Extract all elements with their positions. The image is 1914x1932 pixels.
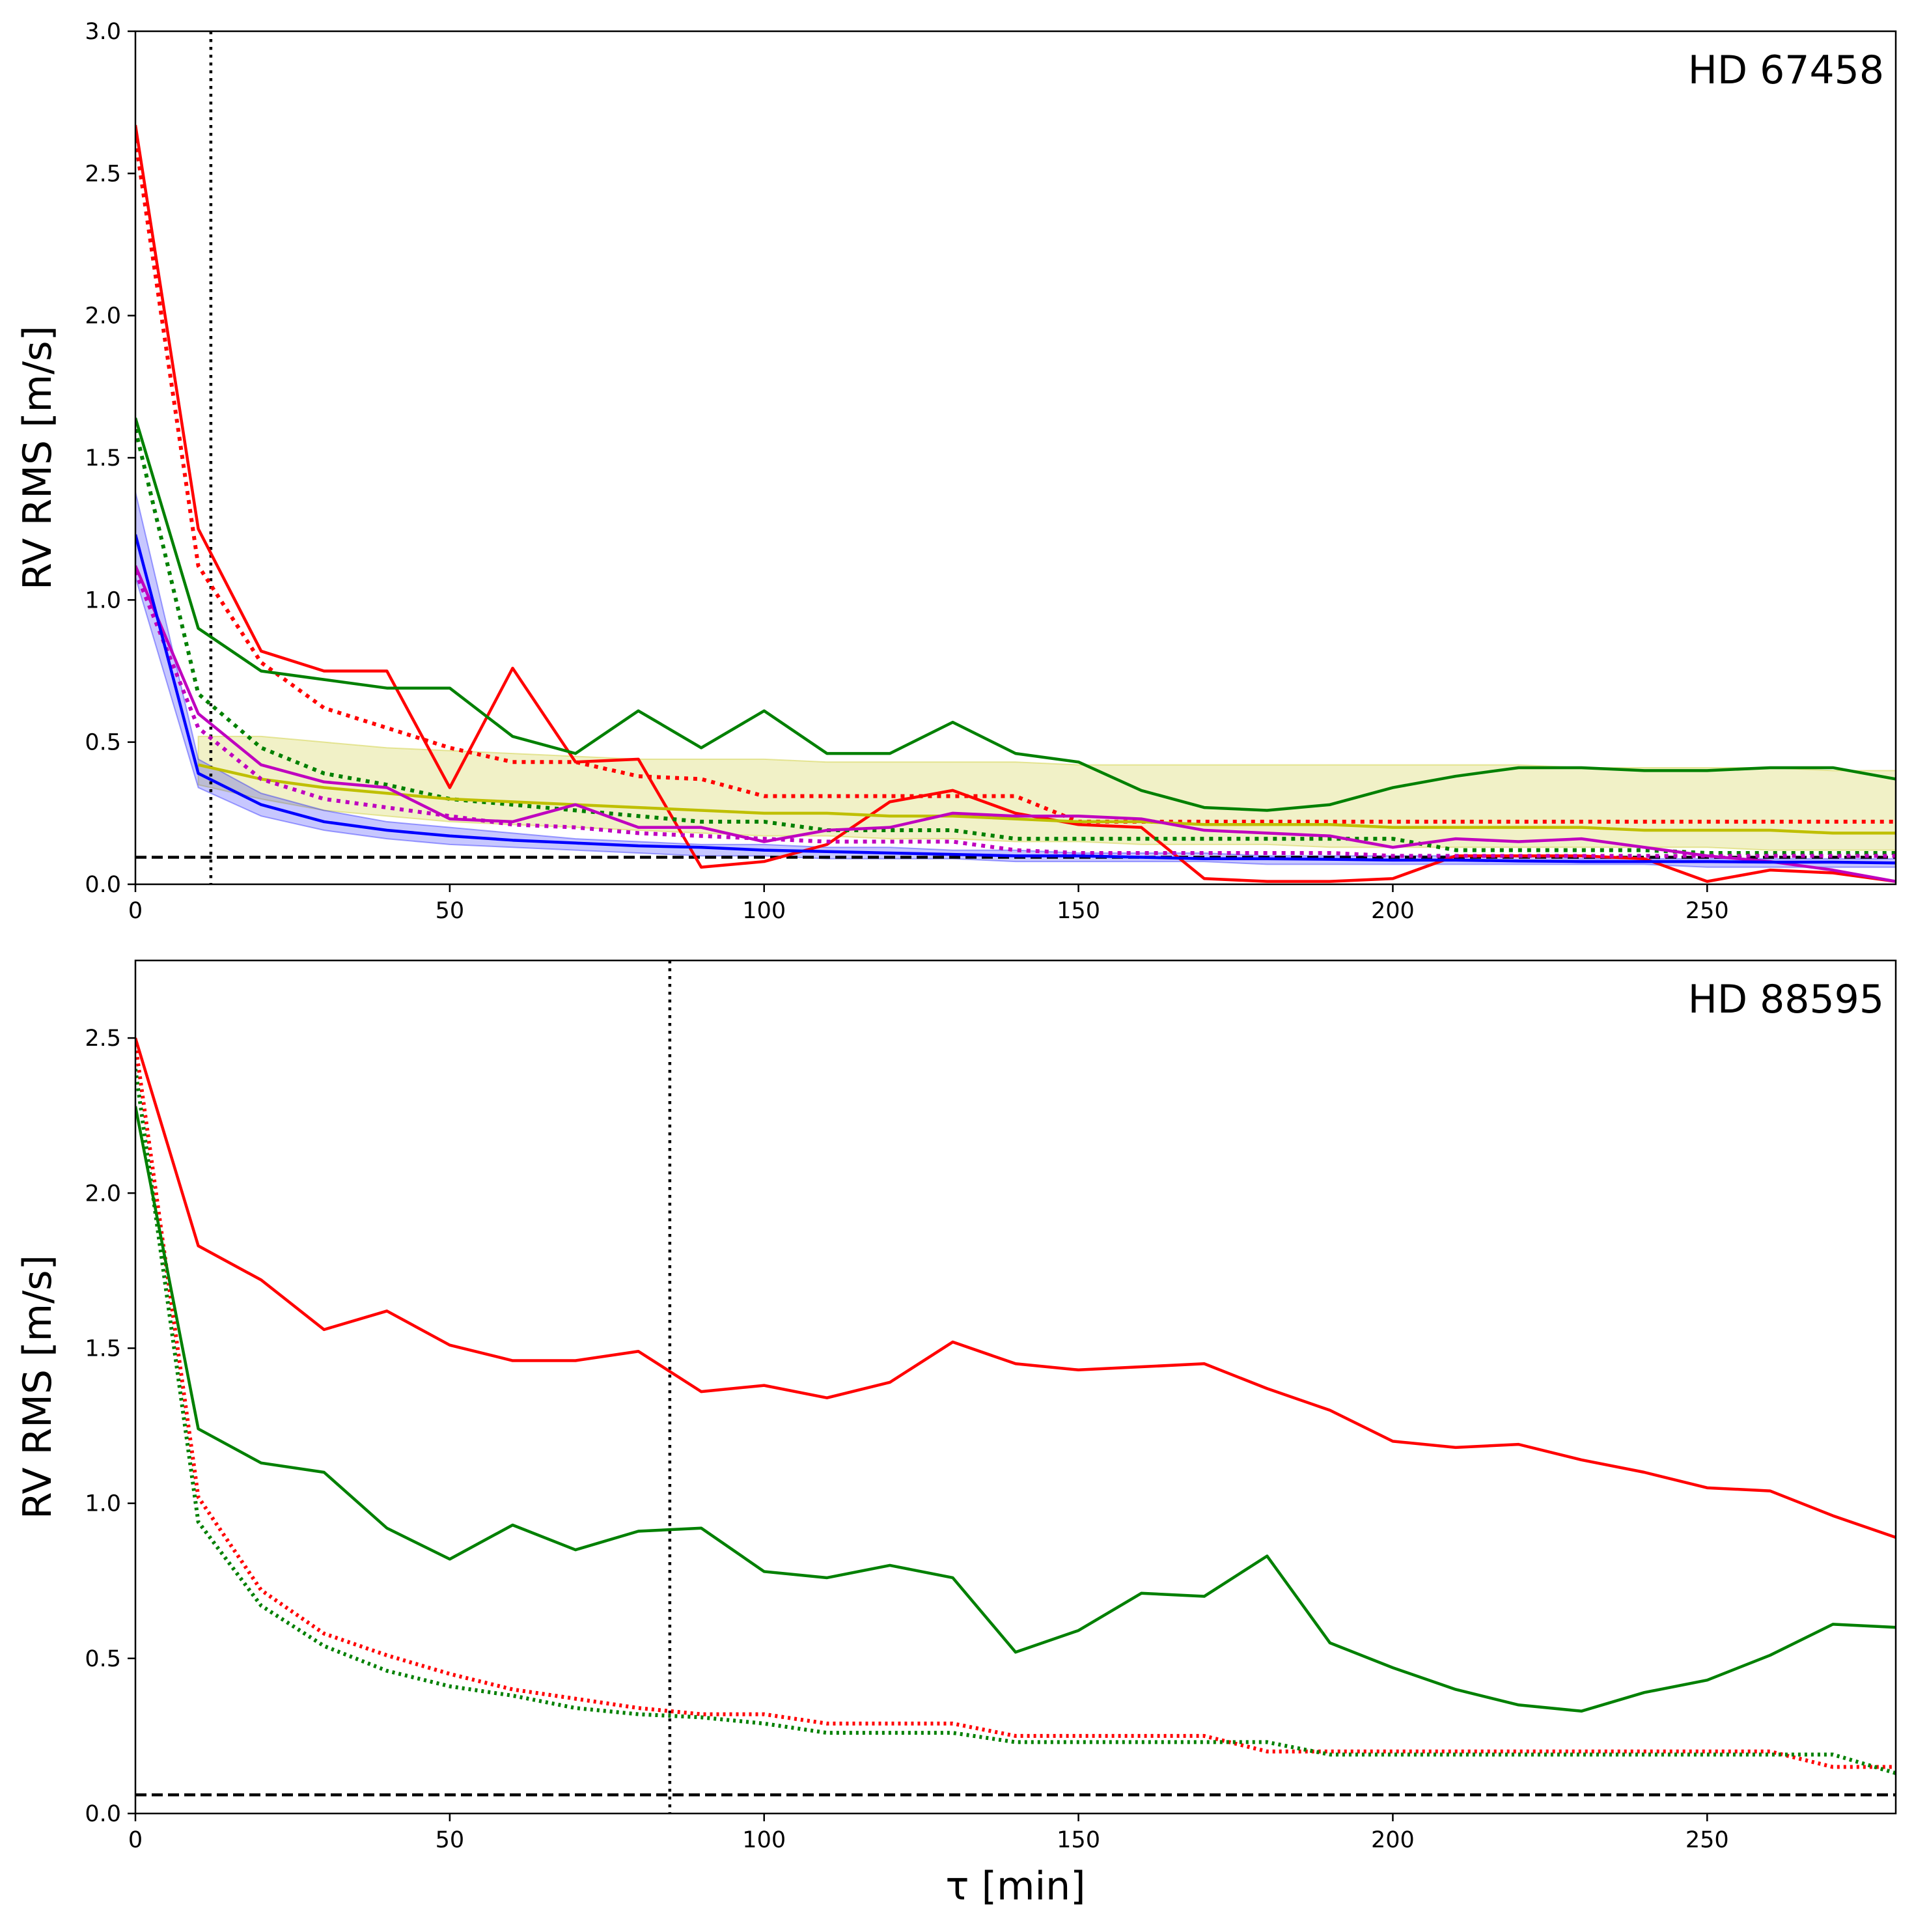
- y-tick-label: 0.0: [85, 872, 121, 898]
- series-blue-solid: [135, 534, 1896, 865]
- x-tick-label: 0: [128, 1827, 143, 1853]
- x-tick-label: 250: [1685, 1827, 1729, 1853]
- axes-frame: [134, 959, 1897, 1815]
- plot-area: [135, 960, 1896, 1813]
- series-green-solid: [135, 1106, 1896, 1713]
- x-tick-label: 0: [128, 898, 143, 924]
- series-magenta-solid: [135, 565, 1896, 883]
- series-green-dotted: [135, 428, 1896, 855]
- panel-title: HD 88595: [1688, 977, 1884, 1022]
- x-tick-label: 200: [1371, 898, 1415, 924]
- x-tick-label: 150: [1057, 898, 1100, 924]
- x-tick-label: 100: [742, 1827, 786, 1853]
- series-green-solid: [135, 417, 1896, 812]
- y-tick-label: 3.0: [85, 19, 121, 45]
- blue-band: [135, 492, 1896, 868]
- series-magenta-dotted: [135, 570, 1896, 858]
- y-tick-label: 2.5: [85, 1026, 121, 1052]
- x-tick-label: 250: [1685, 898, 1729, 924]
- y-tick-label: 2.5: [85, 161, 121, 187]
- y-tick-label: 2.0: [85, 1181, 121, 1207]
- panel-hd67458: 0 50 100 150 200 250 0.0 0.5 1.0 1.5 2.0 2.5 3.0 HD 6…: [15, 19, 1897, 924]
- y-tick-label: 1.0: [85, 1491, 121, 1517]
- y-tick-label: 2.0: [85, 303, 121, 329]
- y-axis-title: RV RMS [m/s]: [15, 326, 61, 590]
- series-red-solid: [135, 1037, 1896, 1539]
- y-tick-label: 0.0: [85, 1801, 121, 1827]
- y-tick-label: 1.0: [85, 587, 121, 613]
- y-axis-title: RV RMS [m/s]: [15, 1255, 61, 1519]
- panel-hd88595: 0 50 100 150 200 250 0.0 0.5 1.0 1.5 2.0 2.5 HD 8859…: [15, 959, 1897, 1909]
- series-yellow-solid: [198, 763, 1896, 835]
- panel-title: HD 67458: [1688, 48, 1884, 93]
- y-tick-label: 0.5: [85, 1646, 121, 1672]
- x-tick-label: 50: [436, 1827, 465, 1853]
- x-tick-label: 100: [742, 898, 786, 924]
- x-tick-label: 200: [1371, 1827, 1415, 1853]
- y-tick-label: 0.5: [85, 730, 121, 756]
- series-red-dotted: [135, 1044, 1896, 1769]
- y-tick-label: 1.5: [85, 1336, 121, 1362]
- x-tick-label: 150: [1057, 1827, 1100, 1853]
- x-axis-title: τ [min]: [945, 1864, 1085, 1909]
- y-tick-label: 1.5: [85, 445, 121, 471]
- x-tick-label: 50: [436, 898, 465, 924]
- plot-area: [135, 31, 1896, 884]
